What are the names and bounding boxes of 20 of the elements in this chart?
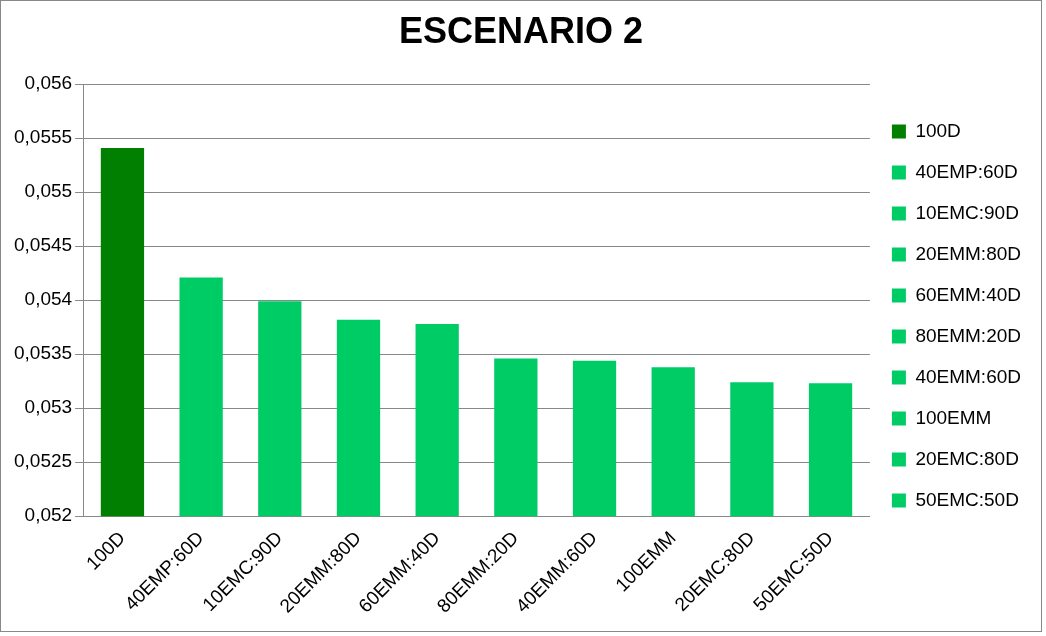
y-tick-label: 0,054 bbox=[24, 288, 73, 310]
legend-label: 20EMC:80D bbox=[915, 447, 1019, 469]
y-tick-label: 0,0525 bbox=[13, 450, 73, 472]
legend-label: 40EMP:60D bbox=[915, 160, 1018, 182]
y-tick-label: 0,053 bbox=[24, 396, 73, 418]
legend-label: 50EMC:50D bbox=[915, 488, 1019, 510]
legend-label: 10EMC:90D bbox=[915, 201, 1019, 223]
legend-label: 100D bbox=[915, 119, 961, 141]
legend-label: 100EMM bbox=[915, 406, 992, 428]
y-tick-label: 0,052 bbox=[24, 504, 73, 526]
legend-label: 80EMM:20D bbox=[915, 324, 1022, 346]
legend-label: 40EMM:60D bbox=[915, 365, 1022, 387]
legend-label: 60EMM:40D bbox=[915, 283, 1022, 305]
y-tick-label: 0,0535 bbox=[13, 342, 73, 364]
y-tick-label: 0,0555 bbox=[13, 126, 73, 148]
y-tick-label: 0,056 bbox=[24, 72, 73, 94]
chart-title: ESCENARIO 2 bbox=[398, 9, 644, 51]
legend-label: 20EMM:80D bbox=[915, 242, 1022, 264]
y-tick-label: 0,0545 bbox=[13, 234, 73, 256]
y-tick-label: 0,055 bbox=[24, 180, 73, 202]
